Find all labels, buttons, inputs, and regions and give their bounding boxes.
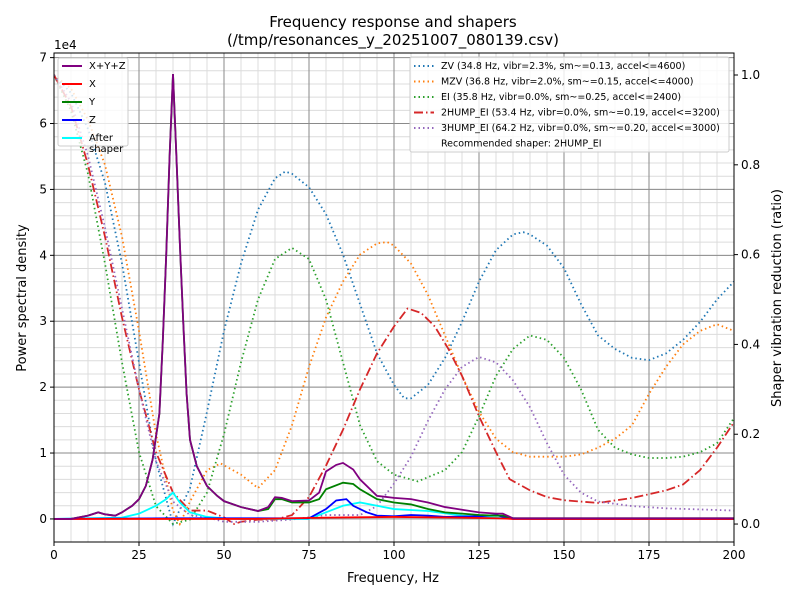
shaper-legend: ZV (34.8 Hz, vibr=2.3%, sm~=0.13, accel<… — [409, 56, 730, 153]
legend-box — [57, 57, 129, 147]
y-tick-label: 1 — [39, 446, 47, 460]
y-tick-label: 7 — [39, 51, 47, 65]
x-tick-label: 125 — [468, 548, 491, 562]
y-tick-label: 0 — [39, 512, 47, 526]
legend-label: X+Y+Z — [89, 61, 126, 72]
axis-ticks: 0 25 50 75 100 125 150 175 200 0 1 2 3 4 5 6 7 0.0 0.2 0.4 0… — [39, 51, 760, 562]
chart-subtitle: (/tmp/resonances_y_20251007_080139.csv) — [227, 31, 559, 50]
legend-label: After — [89, 133, 114, 144]
x-tick-label: 175 — [638, 548, 661, 562]
legend-label: Y — [88, 97, 96, 108]
y-right-tick-label: 0.8 — [741, 158, 760, 172]
y-right-tick-label: 0.0 — [741, 517, 760, 531]
legend-box — [409, 56, 730, 153]
y-multiplier: 1e4 — [54, 38, 77, 52]
y-right-tick-label: 1.0 — [741, 68, 760, 82]
shaper-line — [54, 74, 734, 527]
y-tick-label: 2 — [39, 380, 47, 394]
y-right-tick-label: 0.4 — [741, 337, 760, 351]
y-tick-label: 5 — [39, 182, 47, 196]
legend-label: shaper — [89, 144, 124, 155]
psd-line — [54, 516, 734, 520]
legend-label: MZV (36.8 Hz, vibr=2.0%, sm~=0.15, accel… — [441, 77, 693, 88]
shaper-line — [54, 74, 734, 523]
x-tick-label: 50 — [216, 548, 231, 562]
y-tick-label: 4 — [39, 248, 47, 262]
x-tick-label: 200 — [723, 548, 746, 562]
x-tick-label: 150 — [553, 548, 576, 562]
x-tick-label: 75 — [301, 548, 316, 562]
shaper-curves — [54, 74, 734, 527]
legend-label: ZV (34.8 Hz, vibr=2.3%, sm~=0.13, accel<… — [441, 61, 685, 72]
y-right-tick-label: 0.6 — [741, 248, 760, 262]
y-tick-label: 6 — [39, 117, 47, 131]
legend-label: X — [89, 79, 96, 90]
shaper-line — [54, 74, 734, 526]
x-tick-label: 25 — [131, 548, 146, 562]
legend-label: EI (35.8 Hz, vibr=0.0%, sm~=0.25, accel<… — [441, 92, 681, 103]
x-axis-label: Frequency, Hz — [347, 571, 439, 586]
x-tick-label: 0 — [50, 548, 58, 562]
x-tick-label: 100 — [383, 548, 406, 562]
y-axis-label: Power spectral density — [15, 224, 30, 372]
legend-label: Z — [89, 115, 96, 126]
y-axis-right-label: Shaper vibration reduction (ratio) — [770, 189, 785, 407]
psd-curves — [54, 74, 734, 520]
recommended-shaper: Recommended shaper: 2HUMP_EI — [441, 139, 602, 150]
chart-title: Frequency response and shapers — [269, 13, 517, 31]
legend-label: 2HUMP_EI (53.4 Hz, vibr=0.0%, sm~=0.19, … — [441, 108, 720, 119]
y-tick-label: 3 — [39, 314, 47, 328]
psd-line — [54, 74, 734, 520]
y-right-tick-label: 0.2 — [741, 427, 760, 441]
legend-label: 3HUMP_EI (64.2 Hz, vibr=0.0%, sm~=0.20, … — [441, 123, 720, 134]
